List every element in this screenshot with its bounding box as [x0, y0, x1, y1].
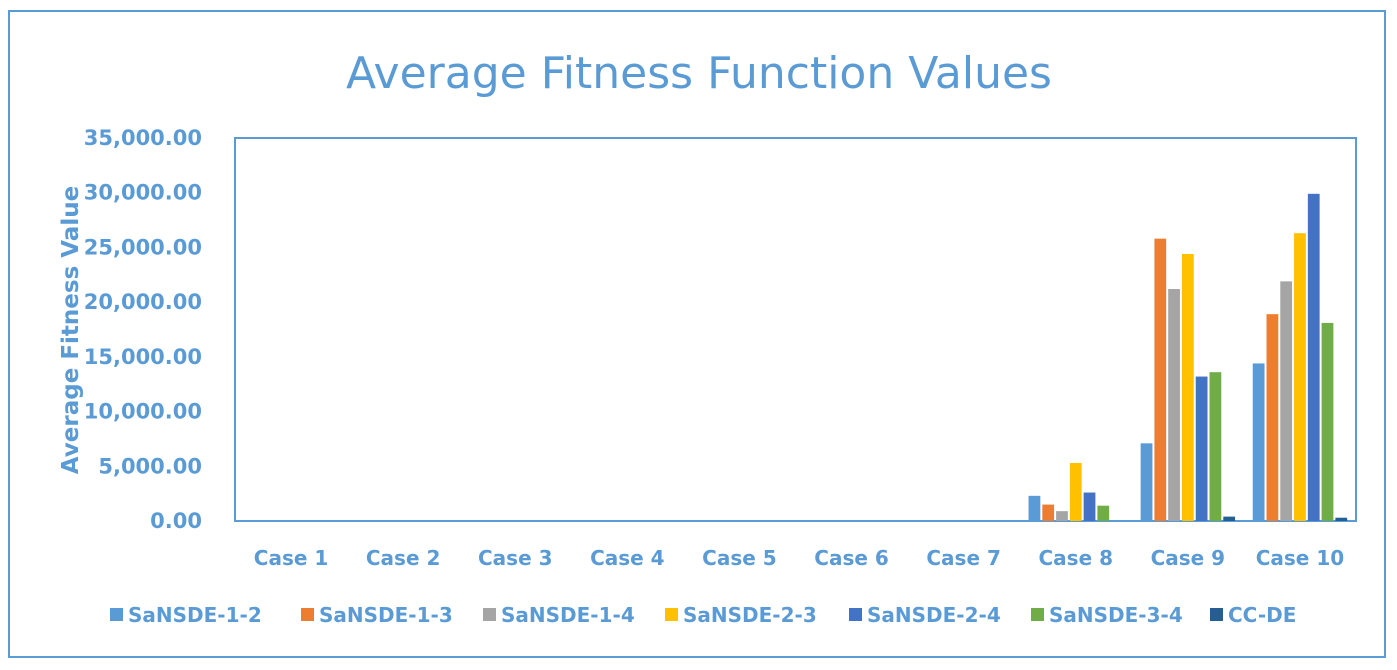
bar — [1280, 281, 1293, 521]
y-tick-label: 0.00 — [150, 509, 202, 533]
x-tick-label: Case 5 — [702, 546, 777, 570]
bar — [1083, 492, 1096, 521]
bar — [1195, 376, 1208, 521]
bar — [1140, 443, 1153, 521]
legend-swatch — [110, 608, 123, 621]
legend-label: SaNSDE-1-3 — [319, 603, 453, 627]
x-tick-label: Case 10 — [1256, 546, 1344, 570]
y-tick-label: 25,000.00 — [84, 235, 202, 259]
x-axis: Case 1 Case 2 Case 3 Case 4 Case 5 Case 6 Case… — [254, 546, 1344, 570]
bar — [1252, 363, 1265, 521]
plot-area — [234, 137, 1357, 522]
x-tick-label: Case 3 — [478, 546, 553, 570]
bar — [1028, 495, 1041, 521]
y-tick-label: 15,000.00 — [84, 345, 202, 369]
bar — [1294, 233, 1306, 521]
bars — [1028, 193, 1348, 521]
bar — [1209, 372, 1222, 521]
y-tick-label: 30,000.00 — [84, 181, 202, 205]
bar — [1069, 463, 1082, 521]
bar — [1321, 322, 1334, 521]
bar — [1266, 314, 1279, 521]
y-tick-label: 5,000.00 — [98, 454, 202, 478]
x-tick-label: Case 4 — [590, 546, 665, 570]
bar — [1042, 504, 1055, 521]
bar — [1307, 193, 1320, 521]
bar — [1181, 253, 1194, 521]
x-tick-label: Case 8 — [1038, 546, 1113, 570]
x-tick-label: Case 2 — [366, 546, 441, 570]
x-tick-label: Case 7 — [926, 546, 1001, 570]
y-tick-label: 20,000.00 — [84, 290, 202, 314]
bar — [1223, 516, 1236, 521]
bar — [1056, 511, 1068, 521]
legend-swatch — [1031, 608, 1044, 621]
legend-label: SaNSDE-3-4 — [1049, 603, 1183, 627]
legend-label: SaNSDE-1-4 — [501, 603, 635, 627]
bar — [1335, 517, 1348, 521]
x-tick-label: Case 1 — [254, 546, 329, 570]
y-tick-label: 35,000.00 — [84, 126, 202, 150]
x-tick-label: Case 6 — [814, 546, 889, 570]
bar — [1168, 289, 1180, 521]
bar — [1154, 238, 1167, 521]
legend-swatch — [301, 608, 314, 621]
legend-label: SaNSDE-2-3 — [683, 603, 817, 627]
y-axis: 0.00 5,000.00 10,000.00 15,000.00 20,000.00 2… — [84, 126, 202, 533]
legend-swatch — [849, 608, 862, 621]
legend-swatch — [483, 608, 496, 621]
y-tick-label: 10,000.00 — [84, 400, 202, 424]
x-tick-label: Case 9 — [1151, 546, 1226, 570]
legend-swatch — [1210, 608, 1223, 621]
legend-label: SaNSDE-1-2 — [128, 603, 262, 627]
legend-label: SaNSDE-2-4 — [867, 603, 1001, 627]
y-axis-label: Average Fitness Value — [58, 186, 84, 474]
chart-title: Average Fitness Function Values — [346, 48, 1052, 99]
legend: SaNSDE-1-2 SaNSDE-1-3 SaNSDE-1-4 SaNSDE-2-3… — [110, 603, 1296, 627]
legend-swatch — [665, 608, 678, 621]
legend-label: CC-DE — [1228, 603, 1296, 627]
bar — [1097, 505, 1110, 521]
